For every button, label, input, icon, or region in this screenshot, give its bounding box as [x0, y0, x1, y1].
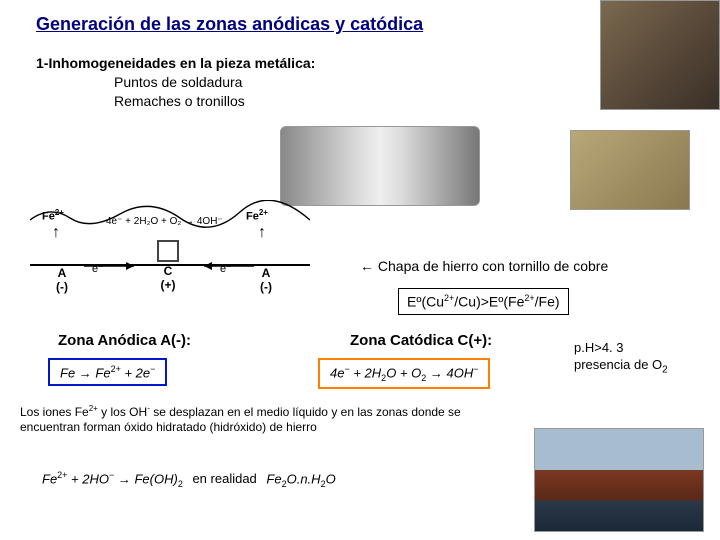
electrochemical-diagram: Fe2+ Fe2+ ↑ ↑ 4e⁻ + 2H₂O + O₂ → 4OH⁻ C (…: [30, 200, 350, 330]
fe2-label-left: Fe2+: [42, 208, 64, 223]
zone-cathodic-label: Zona Catódica C(+):: [350, 332, 492, 349]
ph-line1: p.H>4. 3: [574, 340, 668, 357]
arrow-up-icon: ↑: [258, 224, 266, 242]
photo-ship: [534, 428, 704, 532]
photo-corrosion-2: [570, 130, 690, 210]
anodic-equation: Fe → Fe2+ + 2e−: [48, 358, 167, 386]
final-equation: Fe2+ + 2HO− → Fe(OH)2 en realidad Fe2O.n…: [42, 470, 336, 489]
zone-anodic-label: Zona Anódica A(-):: [58, 332, 191, 349]
explanation-text: Los iones Fe2+ y los OH- se desplazan en…: [20, 404, 464, 436]
cathode-plus: (+): [148, 278, 188, 292]
ph-conditions: p.H>4. 3 presencia de O2: [574, 340, 668, 376]
subtitle-line2: Puntos de soldadura: [114, 73, 315, 92]
photo-pipe: [280, 126, 480, 206]
top-reaction: 4e⁻ + 2H₂O + O₂ → 4OH⁻: [106, 216, 223, 227]
potential-equation: Eº(Cu2+/Cu)>Eº(Fe2+/Fe): [398, 288, 569, 315]
electron-arrow-right-icon: [194, 258, 254, 274]
cathode-node: C (+): [148, 240, 188, 292]
cathode-C: C: [148, 264, 188, 278]
subtitle-block: 1-Inhomogeneidades en la pieza metálica:…: [36, 54, 315, 111]
chapa-caption: ← Chapa de hierro con tornillo de cobre: [360, 258, 608, 274]
final-mid: en realidad: [192, 471, 256, 486]
electron-arrow-left-icon: [84, 258, 144, 274]
anode-right: A (-): [246, 266, 286, 278]
subtitle-line1: 1-Inhomogeneidades en la pieza metálica:: [36, 54, 315, 73]
cathodic-equation: 4e− + 2H2O + O2 → 4OH−: [318, 358, 490, 389]
anode-left: A (-): [42, 266, 82, 278]
ph-line2: presencia de O2: [574, 357, 668, 377]
page-title: Generación de las zonas anódicas y catód…: [36, 14, 423, 35]
subtitle-line3: Remaches o tronillos: [114, 92, 315, 111]
photo-corrosion-1: [600, 0, 720, 110]
fe2-label-right: Fe2+: [246, 208, 268, 223]
arrow-up-icon: ↑: [52, 224, 60, 242]
